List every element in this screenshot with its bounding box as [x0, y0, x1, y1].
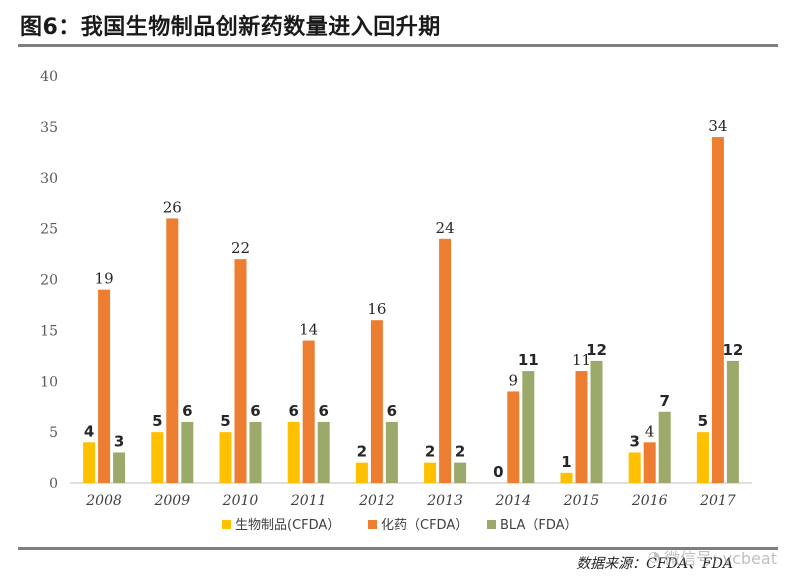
data-label: 12 — [586, 341, 607, 359]
watermark: ◔ 微信号: vcbeat — [648, 545, 777, 569]
legend-swatch — [487, 520, 496, 529]
bar — [711, 137, 724, 484]
data-label: 11 — [572, 351, 591, 369]
y-tick-label: 35 — [40, 120, 58, 136]
y-tick-label: 15 — [40, 323, 58, 339]
bar — [424, 462, 437, 483]
data-label: 6 — [387, 402, 397, 420]
data-label: 34 — [708, 117, 727, 135]
data-label: 6 — [250, 402, 260, 420]
bar — [385, 421, 398, 483]
bar — [287, 421, 300, 483]
x-tick-label: 2011 — [290, 493, 327, 509]
data-label: 22 — [231, 239, 250, 257]
x-tick-label: 2009 — [153, 493, 190, 509]
bar — [166, 218, 179, 483]
watermark-text: 微信号: vcbeat — [664, 549, 777, 568]
data-label: 16 — [367, 300, 386, 318]
legend-label: 生物制品(CFDA） — [235, 518, 340, 533]
data-label: 24 — [436, 219, 455, 237]
bar — [643, 442, 656, 483]
bar — [234, 259, 247, 483]
bar — [302, 340, 315, 483]
x-tick-label: 2017 — [699, 493, 736, 509]
y-tick-label: 25 — [40, 222, 58, 238]
data-label: 6 — [182, 402, 192, 420]
bar — [628, 452, 641, 483]
data-label: 5 — [698, 412, 708, 430]
footer-divider — [18, 547, 778, 550]
bar — [439, 238, 452, 483]
bar — [113, 452, 126, 483]
data-label: 19 — [95, 270, 114, 288]
data-label: 4 — [645, 422, 655, 440]
bar — [726, 360, 739, 483]
bar — [575, 371, 588, 483]
bar — [181, 421, 194, 483]
x-tick-label: 2012 — [358, 493, 395, 509]
data-label: 1 — [561, 453, 571, 471]
data-label: 9 — [509, 371, 519, 389]
legend-label: BLA（FDA） — [500, 518, 578, 533]
data-label: 0 — [493, 463, 503, 481]
bar — [658, 411, 671, 483]
x-tick-label: 2013 — [426, 493, 463, 509]
x-tick-label: 2010 — [222, 493, 259, 509]
legend-swatch — [368, 520, 377, 529]
data-label: 26 — [163, 198, 182, 216]
bar — [522, 371, 535, 483]
data-label: 2 — [455, 443, 465, 461]
y-tick-label: 0 — [49, 476, 58, 492]
x-tick-label: 2015 — [563, 493, 600, 509]
bar — [219, 432, 232, 483]
bar — [98, 289, 111, 483]
legend-swatch — [222, 520, 231, 529]
bar — [560, 472, 573, 483]
y-tick-label: 30 — [40, 171, 58, 187]
bar — [317, 421, 330, 483]
title-divider — [18, 44, 778, 47]
data-label: 5 — [152, 412, 162, 430]
y-tick-label: 10 — [40, 374, 58, 390]
x-tick-label: 2014 — [494, 493, 531, 509]
data-label: 3 — [114, 432, 124, 450]
bar — [355, 462, 368, 483]
data-label: 5 — [220, 412, 230, 430]
bar — [696, 432, 709, 483]
data-label: 6 — [288, 402, 298, 420]
legend-label: 化药（CFDA） — [381, 518, 468, 533]
bar — [454, 462, 467, 483]
y-tick-label: 5 — [49, 425, 58, 441]
data-source: 数据来源：CFDA、FDA — [576, 556, 733, 572]
x-tick-label: 2008 — [85, 493, 122, 509]
data-label: 11 — [518, 351, 539, 369]
figure-title: 图6：我国生物制品创新药数量进入回升期 — [20, 15, 441, 40]
data-label: 3 — [629, 432, 639, 450]
bar — [151, 432, 164, 483]
data-label: 4 — [84, 422, 94, 440]
data-label: 14 — [299, 321, 318, 339]
wechat-icon: ◔ — [647, 549, 661, 565]
data-label: 2 — [425, 443, 435, 461]
data-label: 12 — [722, 341, 743, 359]
y-tick-label: 20 — [40, 273, 58, 289]
bar — [83, 442, 96, 483]
data-label: 6 — [318, 402, 328, 420]
bar — [370, 320, 383, 483]
bar — [590, 360, 603, 483]
bar — [507, 391, 520, 483]
data-label: 2 — [357, 443, 367, 461]
data-label: 7 — [659, 392, 669, 410]
bar — [249, 421, 262, 483]
y-tick-label: 40 — [40, 69, 58, 85]
x-tick-label: 2016 — [631, 493, 668, 509]
